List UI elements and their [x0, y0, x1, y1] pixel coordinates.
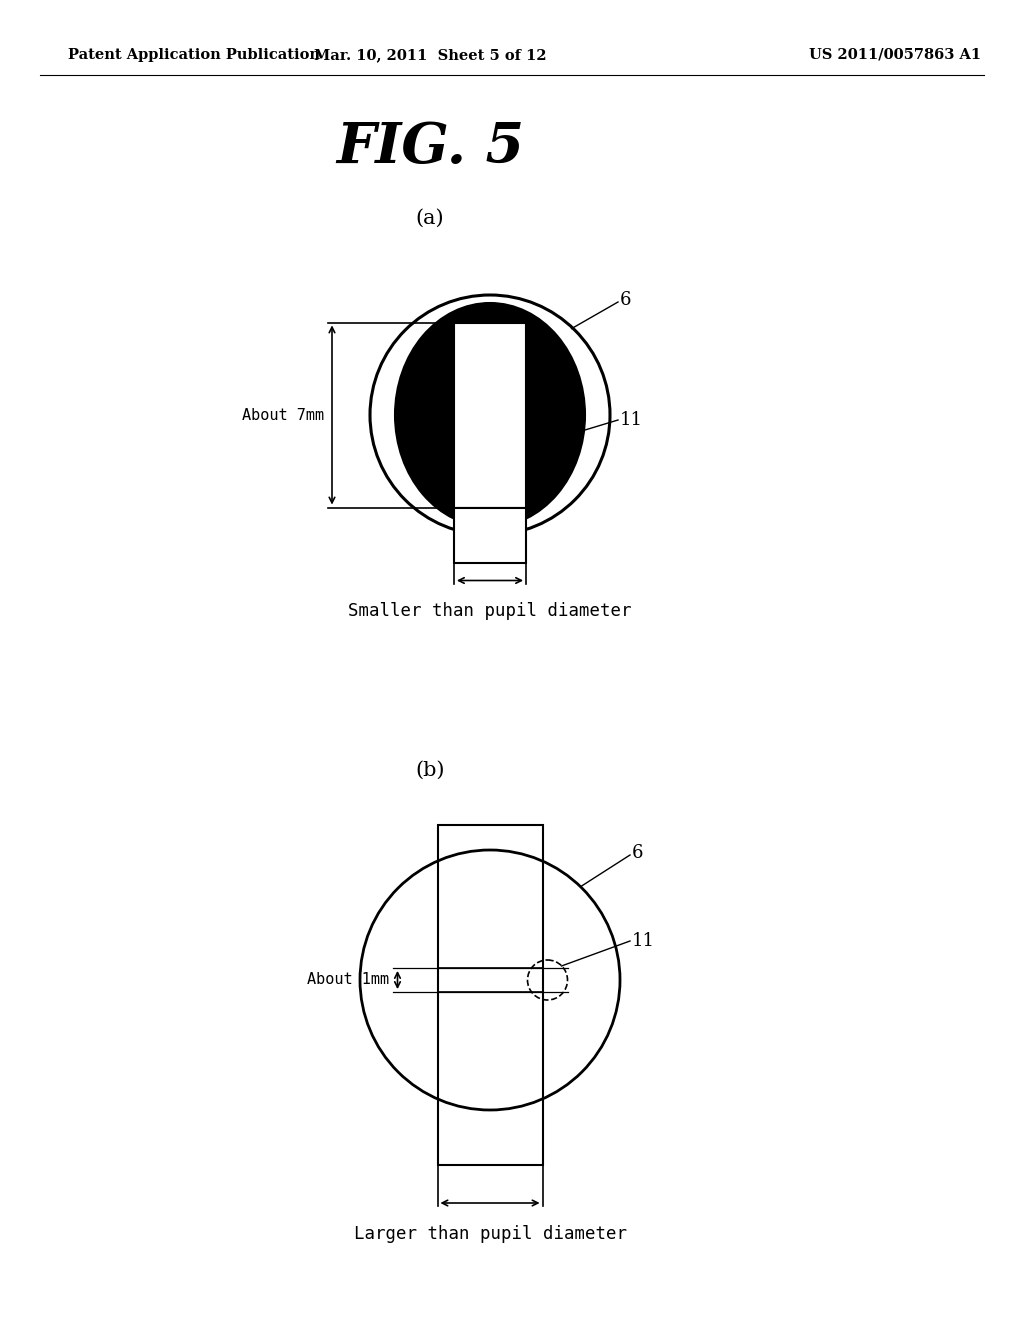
Text: 6: 6	[620, 290, 632, 309]
Text: 11: 11	[632, 932, 655, 950]
Text: 11: 11	[620, 411, 643, 429]
Text: About 1mm: About 1mm	[307, 973, 389, 987]
Ellipse shape	[395, 304, 585, 527]
Text: 6: 6	[632, 843, 643, 862]
Text: Larger than pupil diameter: Larger than pupil diameter	[353, 1225, 627, 1243]
Text: Mar. 10, 2011  Sheet 5 of 12: Mar. 10, 2011 Sheet 5 of 12	[313, 48, 547, 62]
Bar	[454, 322, 526, 507]
Text: (a): (a)	[416, 209, 444, 227]
Bar	[437, 825, 543, 1166]
Bar	[454, 507, 526, 562]
Text: (b): (b)	[416, 760, 444, 780]
Text: Smaller than pupil diameter: Smaller than pupil diameter	[348, 602, 632, 620]
Text: US 2011/0057863 A1: US 2011/0057863 A1	[809, 48, 981, 62]
Text: Patent Application Publication: Patent Application Publication	[68, 48, 319, 62]
Text: FIG. 5: FIG. 5	[336, 120, 524, 176]
Text: About 7mm: About 7mm	[242, 408, 324, 422]
